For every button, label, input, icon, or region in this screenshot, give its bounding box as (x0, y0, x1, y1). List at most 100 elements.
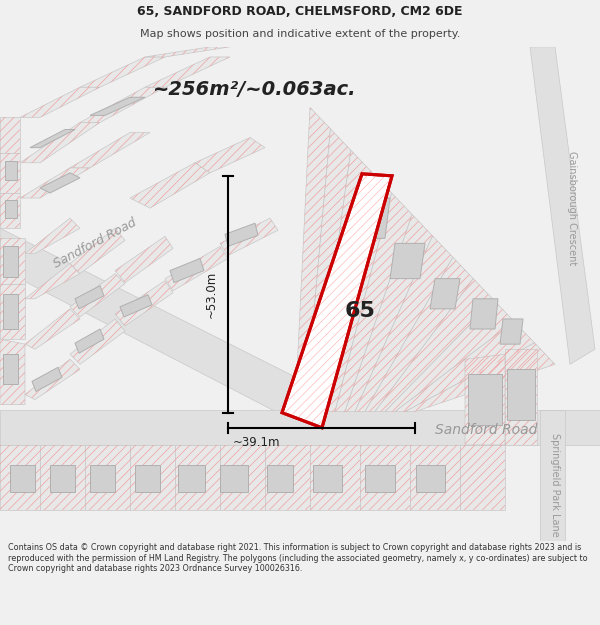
Polygon shape (0, 238, 25, 284)
Polygon shape (115, 281, 173, 326)
Polygon shape (295, 107, 331, 412)
Polygon shape (75, 329, 104, 353)
Polygon shape (80, 87, 165, 123)
Polygon shape (25, 264, 80, 299)
Polygon shape (355, 236, 453, 412)
Polygon shape (365, 258, 473, 412)
Text: Contains OS data © Crown copyright and database right 2021. This information is : Contains OS data © Crown copyright and d… (8, 543, 587, 573)
Polygon shape (405, 343, 555, 412)
Polygon shape (70, 274, 125, 317)
Text: ~39.1m: ~39.1m (233, 436, 281, 449)
Polygon shape (120, 295, 152, 317)
Polygon shape (468, 374, 502, 425)
Polygon shape (310, 445, 360, 511)
Polygon shape (540, 409, 565, 541)
Polygon shape (20, 122, 100, 162)
Polygon shape (20, 168, 90, 198)
Polygon shape (5, 161, 17, 180)
Polygon shape (32, 368, 62, 391)
Polygon shape (395, 321, 535, 412)
Polygon shape (0, 409, 600, 445)
Polygon shape (25, 309, 80, 349)
Text: 65: 65 (344, 301, 376, 321)
Polygon shape (195, 138, 265, 173)
Polygon shape (80, 57, 165, 87)
Polygon shape (145, 57, 230, 87)
Polygon shape (50, 465, 75, 492)
Polygon shape (130, 445, 175, 511)
Polygon shape (3, 246, 18, 277)
Polygon shape (40, 173, 80, 193)
Polygon shape (313, 465, 342, 492)
Polygon shape (416, 465, 445, 492)
Polygon shape (130, 162, 210, 208)
Text: Sandford Road: Sandford Road (52, 216, 139, 271)
Polygon shape (135, 465, 160, 492)
Polygon shape (0, 445, 40, 511)
Polygon shape (90, 465, 115, 492)
Polygon shape (30, 129, 75, 148)
Text: ~53.0m: ~53.0m (205, 271, 218, 318)
Polygon shape (530, 47, 595, 364)
Polygon shape (500, 319, 523, 344)
Polygon shape (385, 300, 514, 412)
Polygon shape (178, 465, 205, 492)
Polygon shape (0, 339, 25, 404)
Polygon shape (70, 228, 125, 274)
Polygon shape (267, 465, 293, 492)
Polygon shape (5, 200, 17, 218)
Polygon shape (265, 445, 310, 511)
Text: Gainsborough Crescent: Gainsborough Crescent (567, 151, 577, 265)
Polygon shape (335, 193, 412, 412)
Polygon shape (345, 214, 433, 412)
Polygon shape (3, 354, 18, 384)
Polygon shape (85, 445, 130, 511)
Text: Sandford Road: Sandford Road (435, 422, 538, 437)
Polygon shape (0, 152, 20, 193)
Polygon shape (305, 129, 351, 412)
Polygon shape (10, 465, 35, 492)
Polygon shape (90, 98, 145, 116)
Polygon shape (460, 445, 505, 511)
Polygon shape (220, 445, 265, 511)
Polygon shape (430, 279, 460, 309)
Polygon shape (470, 299, 498, 329)
Text: ~256m²/~0.063ac.: ~256m²/~0.063ac. (153, 80, 357, 99)
Polygon shape (115, 236, 173, 282)
Text: Map shows position and indicative extent of the property.: Map shows position and indicative extent… (140, 29, 460, 39)
Polygon shape (225, 223, 258, 246)
Polygon shape (282, 174, 392, 428)
Polygon shape (25, 218, 80, 254)
Polygon shape (375, 279, 494, 412)
Polygon shape (505, 349, 537, 445)
Polygon shape (315, 150, 371, 412)
Text: 65, SANDFORD ROAD, CHELMSFORD, CM2 6DE: 65, SANDFORD ROAD, CHELMSFORD, CM2 6DE (137, 5, 463, 18)
Polygon shape (25, 359, 80, 399)
Polygon shape (465, 354, 505, 445)
Polygon shape (3, 294, 18, 329)
Polygon shape (325, 172, 392, 412)
Polygon shape (70, 319, 125, 364)
Polygon shape (360, 445, 410, 511)
Polygon shape (220, 465, 248, 492)
Text: Springfield Park Lane: Springfield Park Lane (550, 433, 560, 537)
Polygon shape (507, 369, 535, 420)
Polygon shape (75, 286, 104, 309)
Polygon shape (365, 465, 395, 492)
Polygon shape (0, 118, 20, 152)
Polygon shape (20, 87, 100, 118)
Polygon shape (220, 218, 278, 256)
Polygon shape (270, 414, 370, 445)
Polygon shape (165, 246, 228, 291)
Polygon shape (390, 243, 425, 279)
Polygon shape (0, 228, 370, 440)
Polygon shape (410, 445, 460, 511)
Polygon shape (175, 445, 220, 511)
Polygon shape (355, 198, 390, 238)
Polygon shape (70, 132, 150, 168)
Polygon shape (170, 259, 204, 282)
Polygon shape (145, 47, 230, 57)
Polygon shape (0, 193, 20, 228)
Polygon shape (40, 445, 85, 511)
Polygon shape (0, 284, 25, 339)
